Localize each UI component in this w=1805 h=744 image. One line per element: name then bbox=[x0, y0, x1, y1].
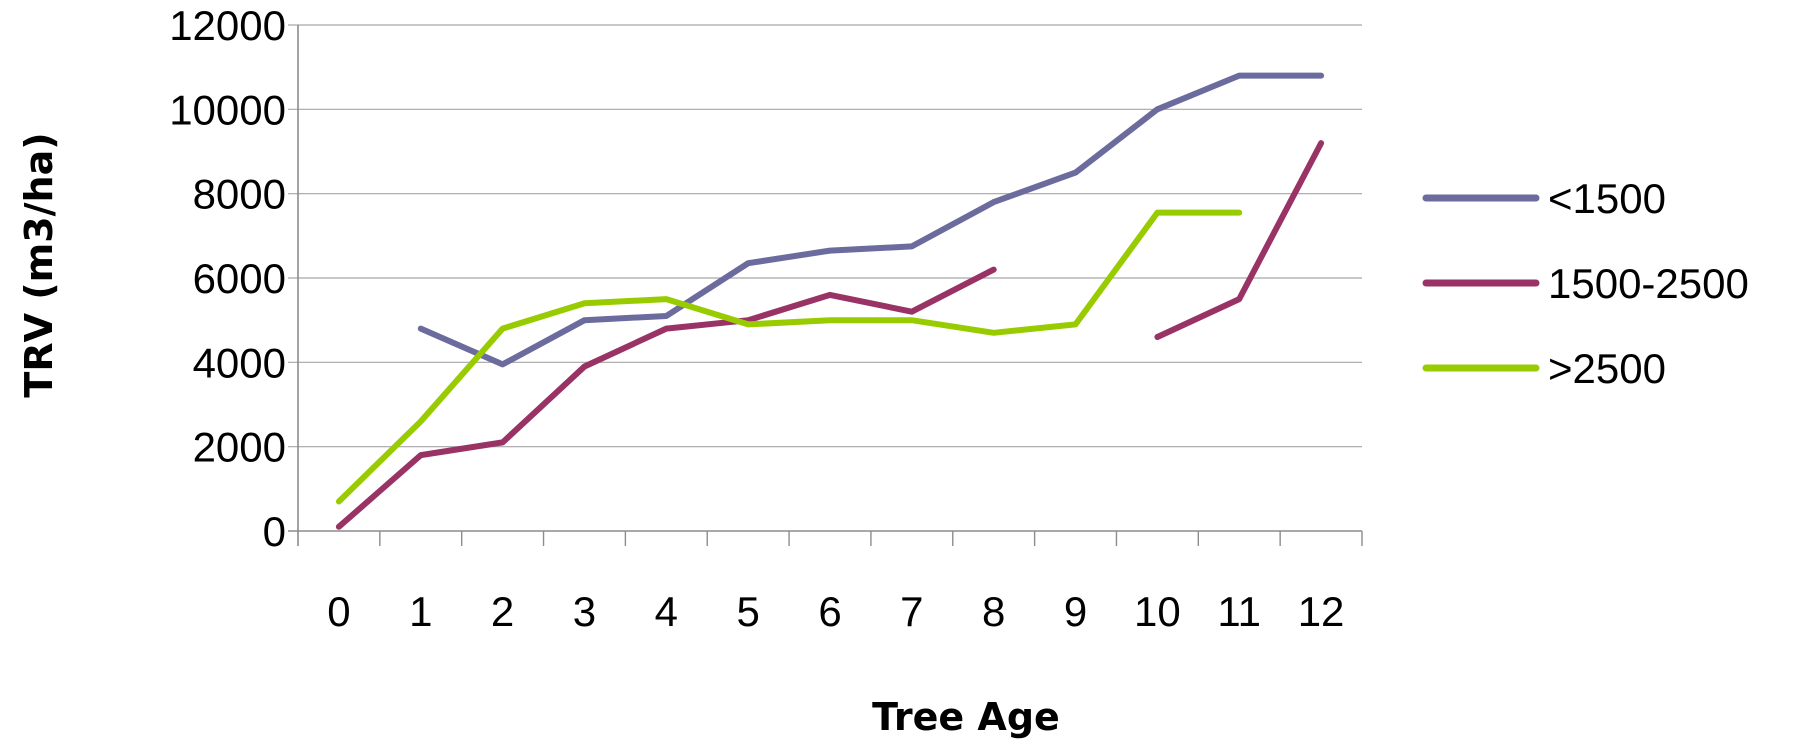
y-axis-title: TRV (m3/ha) bbox=[17, 132, 61, 397]
x-tick-label: 9 bbox=[1064, 588, 1087, 635]
x-tick-label: 0 bbox=[327, 588, 350, 635]
y-tick-label: 0 bbox=[263, 508, 286, 555]
x-tick-label: 2 bbox=[491, 588, 514, 635]
x-tick-label: 10 bbox=[1134, 588, 1181, 635]
y-tick-label: 10000 bbox=[169, 86, 286, 133]
legend-label: 1500-2500 bbox=[1548, 260, 1749, 307]
series-line bbox=[335, 209, 1243, 505]
x-tick-label: 1 bbox=[409, 588, 432, 635]
series-segment bbox=[1154, 140, 1325, 340]
y-tick-label: 12000 bbox=[169, 2, 286, 49]
x-tick-label: 6 bbox=[818, 588, 841, 635]
x-tick-label: 4 bbox=[655, 588, 678, 635]
series-line bbox=[417, 72, 1325, 368]
series-segment bbox=[417, 72, 1325, 368]
y-tick-label: 2000 bbox=[193, 424, 286, 471]
x-tick-labels: 0 1 2 3 4 5 6 7 8 9 10 11 12 bbox=[327, 588, 1344, 635]
x-tick-label: 3 bbox=[573, 588, 596, 635]
axes bbox=[288, 25, 1363, 546]
legend-label: <1500 bbox=[1548, 175, 1666, 222]
legend: <1500 1500-2500 >2500 bbox=[1422, 175, 1749, 392]
y-tick-label: 4000 bbox=[193, 339, 286, 386]
x-tick-label: 8 bbox=[982, 588, 1005, 635]
series-lines bbox=[335, 72, 1325, 530]
series-line bbox=[335, 140, 1325, 530]
x-axis-title: Tree Age bbox=[872, 695, 1060, 739]
x-tick-label: 12 bbox=[1298, 588, 1345, 635]
gridlines bbox=[288, 24, 1362, 448]
x-tick-label: 7 bbox=[900, 588, 923, 635]
x-tick-label: 11 bbox=[1217, 588, 1261, 635]
series-segment bbox=[335, 266, 997, 530]
legend-label: >2500 bbox=[1548, 345, 1666, 392]
x-tick-label: 5 bbox=[736, 588, 759, 635]
y-tick-label: 6000 bbox=[193, 255, 286, 302]
series-segment bbox=[335, 209, 1243, 505]
y-tick-labels: 0 2000 4000 6000 8000 10000 12000 bbox=[169, 2, 286, 555]
y-tick-label: 8000 bbox=[193, 171, 286, 218]
